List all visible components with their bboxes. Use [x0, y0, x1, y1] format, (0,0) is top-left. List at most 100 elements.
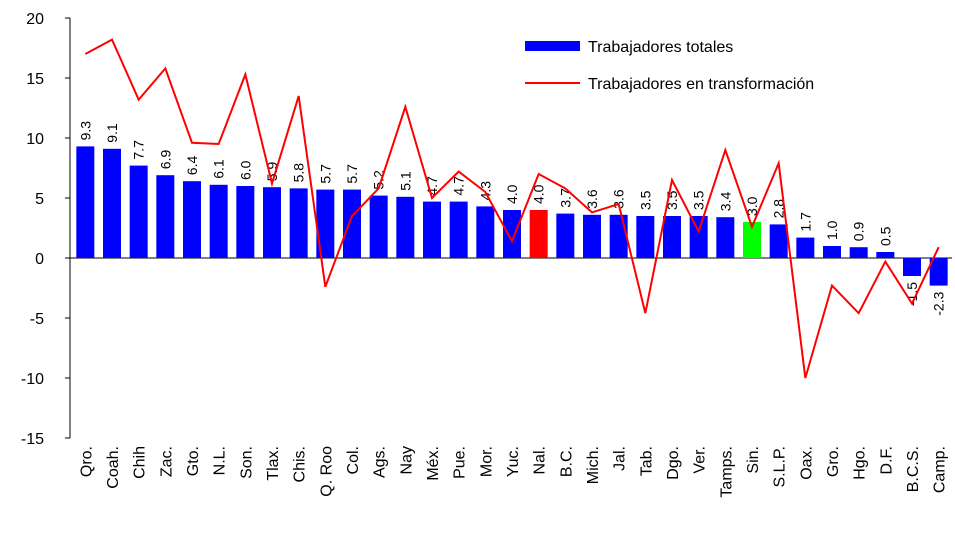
bar — [556, 213, 575, 258]
bar — [76, 146, 95, 258]
y-tick-label: -10 — [21, 371, 44, 388]
legend-label: Trabajadores en transformación — [588, 76, 814, 93]
value-label: 4.3 — [477, 181, 493, 201]
value-label: 5.7 — [344, 164, 360, 184]
x-tick-label: Mor. — [478, 446, 495, 477]
x-tick-label: Pue. — [452, 446, 469, 479]
bar — [929, 258, 948, 286]
value-label: 3.5 — [691, 190, 707, 210]
x-tick-label: Sin. — [745, 446, 762, 474]
value-label: 3.4 — [717, 192, 733, 212]
bar — [129, 165, 148, 258]
value-label: 6.9 — [157, 150, 173, 170]
x-tick-label: Dgo. — [665, 446, 682, 480]
bar — [529, 210, 548, 258]
y-tick-label: 5 — [35, 191, 44, 208]
x-tick-label: Hgo. — [852, 446, 869, 480]
bar — [476, 206, 495, 258]
x-tick-label: Nal. — [532, 446, 549, 474]
value-label: -2.3 — [931, 291, 947, 315]
value-label: 3.0 — [744, 196, 760, 216]
y-tick-label: -15 — [21, 431, 44, 448]
bar — [103, 148, 121, 258]
x-tick-label: Col. — [345, 446, 362, 474]
value-label: 2.8 — [771, 199, 787, 219]
bar — [823, 246, 841, 258]
bar — [849, 247, 868, 258]
value-label: 4.0 — [504, 184, 520, 204]
x-tick-label: Ags. — [372, 446, 389, 478]
y-tick-label: -5 — [30, 311, 44, 328]
x-tick-label: Jal. — [612, 446, 629, 471]
x-tick-label: Méx. — [425, 446, 442, 481]
bar — [716, 217, 735, 258]
bar — [316, 189, 335, 258]
legend-label: Trabajadores totales — [588, 39, 733, 56]
bar — [689, 216, 708, 258]
value-label: 1.7 — [797, 212, 813, 232]
x-tick-label: Oax. — [798, 446, 815, 480]
value-label: 5.8 — [291, 163, 307, 183]
x-tick-label: Qro. — [78, 446, 95, 477]
value-label: 5.1 — [397, 171, 413, 191]
bar — [449, 201, 468, 258]
value-label: 0.9 — [851, 222, 867, 242]
x-tick-label: S.L.P. — [772, 446, 789, 488]
value-label: 6.0 — [237, 160, 253, 180]
value-label: 3.7 — [557, 188, 573, 208]
y-tick-label: 10 — [26, 131, 44, 148]
y-tick-label: 20 — [26, 11, 44, 28]
x-tick-label: Ver. — [692, 446, 709, 474]
bar — [396, 196, 415, 258]
bar — [663, 216, 681, 258]
bar — [369, 195, 388, 258]
x-tick-label: N.L. — [212, 446, 229, 475]
y-tick-label: 0 — [35, 251, 44, 268]
value-label: 4.0 — [531, 184, 547, 204]
bar — [263, 187, 281, 258]
x-tick-label: Camp. — [932, 446, 949, 493]
bar — [769, 224, 788, 258]
bar — [903, 258, 921, 276]
value-label: 6.1 — [211, 159, 227, 179]
x-tick-label: Zac. — [158, 446, 175, 477]
bar — [209, 184, 228, 258]
value-label: 3.5 — [637, 190, 653, 210]
x-tick-label: Chih — [132, 446, 149, 479]
value-label: 0.5 — [877, 226, 893, 246]
x-tick-label: Nay — [398, 446, 415, 474]
value-label: 4.7 — [451, 176, 467, 196]
value-label: -1.5 — [904, 282, 920, 306]
value-label: 7.7 — [131, 140, 147, 160]
legend-swatch — [525, 41, 580, 51]
value-label: 9.3 — [77, 121, 93, 141]
bar — [156, 175, 175, 258]
x-tick-label: Gro. — [825, 446, 842, 477]
x-tick-label: Coah. — [105, 446, 122, 489]
x-tick-label: Mich. — [585, 446, 602, 484]
bar — [796, 237, 815, 258]
bar — [876, 252, 895, 258]
bar — [423, 201, 441, 258]
value-label: 3.6 — [611, 189, 627, 209]
x-tick-label: Gto. — [185, 446, 202, 476]
x-tick-label: Tamps. — [718, 446, 735, 498]
bar — [236, 186, 255, 258]
line — [84, 38, 940, 379]
x-tick-label: Chis. — [292, 446, 309, 482]
x-tick-label: Yuc. — [505, 446, 522, 477]
x-tick-label: B.C. — [558, 446, 575, 477]
value-label: 6.4 — [184, 156, 200, 176]
bar — [343, 189, 361, 258]
x-tick-label: Tab. — [638, 446, 655, 476]
bar — [583, 214, 601, 258]
value-label: 9.1 — [104, 123, 120, 143]
bar — [183, 181, 201, 258]
bar — [743, 222, 761, 258]
value-label: 1.0 — [824, 220, 840, 240]
y-tick-label: 15 — [26, 71, 44, 88]
value-label: 5.7 — [317, 164, 333, 184]
x-tick-label: D.F. — [878, 446, 895, 474]
bar — [609, 214, 628, 258]
